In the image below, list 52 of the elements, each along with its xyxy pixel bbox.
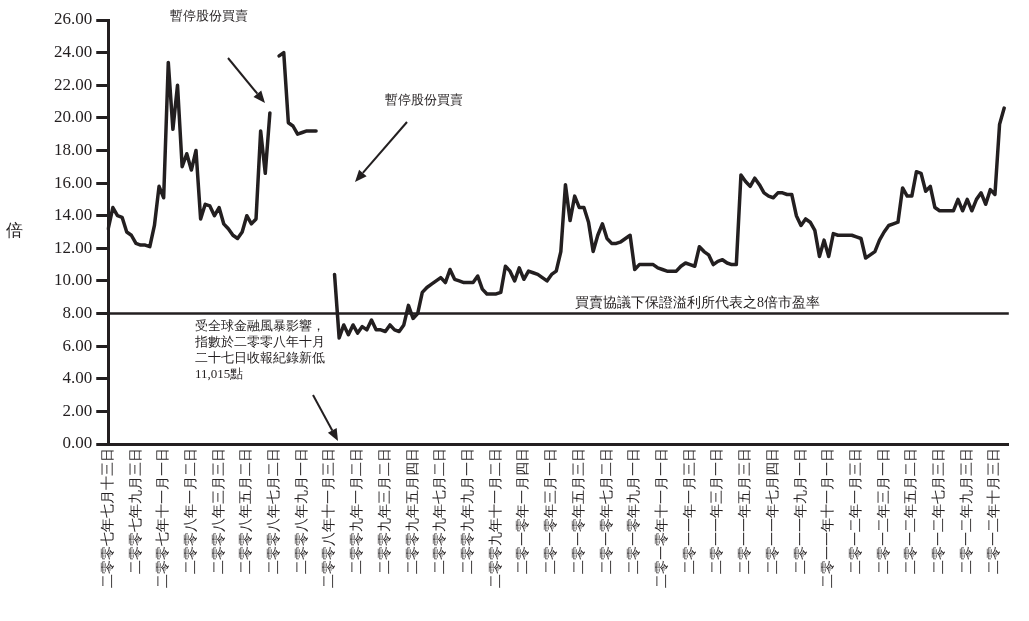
x-tick-label: 二零一零年七月二日 [598, 448, 614, 574]
y-tick-label: 12.00 [54, 237, 93, 257]
x-tick-label: 二零一二年十月三日 [986, 448, 1002, 574]
ref-line-label: 買賣協議下保證溢利所代表之8倍市盈率 [575, 295, 820, 311]
x-tick-label: 二零零八年九月一日 [293, 448, 309, 574]
x-tick-label: 二零零九年十一月二日 [487, 448, 503, 588]
y-tick-label: 6.00 [62, 335, 93, 355]
x-tick-label: 二零零七年九月三日 [127, 448, 143, 574]
y-tick-label: 4.00 [62, 368, 93, 388]
x-tick-label: 二零一零年一月四日 [515, 448, 531, 574]
x-tick-label: 二零零七年十一月一日 [155, 448, 171, 588]
y-tick-label: 0.00 [62, 433, 93, 453]
x-tick-label: 二零零八年十一月三日 [321, 448, 337, 588]
x-tick-label: 二零一一年五月三日 [737, 448, 753, 574]
y-tick-label: 20.00 [54, 107, 93, 127]
x-tick-label: 二零一零年十一月一日 [653, 448, 669, 588]
y-tick-label: 2.00 [62, 400, 93, 420]
x-tick-label: 二零一零年五月三日 [570, 448, 586, 574]
annotation: 受全球金融風暴影響，指數於二零零八年十月二十七日收報紀錄新低11,015點 [194, 317, 325, 381]
y-tick-label: 16.00 [54, 172, 93, 192]
x-tick-label: 二零零九年一月二日 [349, 448, 365, 574]
y-tick-label: 14.00 [54, 205, 93, 225]
x-tick-label: 二零零七年七月十三日 [99, 448, 115, 588]
x-tick-label: 二零一一年三月一日 [709, 448, 725, 574]
x-tick-label: 二零一一年七月四日 [764, 448, 780, 574]
x-tick-label: 二零零八年七月二日 [266, 448, 282, 574]
x-tick-label: 二零一二年五月二日 [903, 448, 919, 574]
x-tick-label: 二零一二年一月三日 [847, 448, 863, 574]
x-tick-label: 二零一零年三月一日 [543, 448, 559, 574]
x-tick-label: 二零零九年三月二日 [376, 448, 392, 574]
x-tick-label: 二零零九年九月一日 [460, 448, 476, 574]
y-axis-title: 倍 [5, 221, 23, 241]
y-tick-label: 10.00 [54, 270, 93, 290]
x-tick-label: 二零零八年一月二日 [182, 448, 198, 574]
annotation: 暫停股份買賣 [385, 91, 463, 107]
y-tick-label: 8.00 [62, 303, 93, 323]
annotation: 暫停股份買賣 [170, 7, 248, 23]
x-tick-label: 二零一一年一月三日 [681, 448, 697, 574]
x-tick-label: 二零一二年九月三日 [958, 448, 974, 574]
y-tick-label: 18.00 [54, 139, 93, 159]
y-tick-label: 22.00 [54, 74, 93, 94]
x-tick-label: 二零一零年九月一日 [626, 448, 642, 574]
y-tick-label: 24.00 [54, 42, 93, 62]
x-tick-label: 二零一一年九月一日 [792, 448, 808, 574]
x-tick-label: 二零一一年十一月一日 [820, 448, 836, 588]
x-tick-label: 二零零八年三月三日 [210, 448, 226, 574]
x-tick-label: 二零一二年三月一日 [875, 448, 891, 574]
y-tick-label: 26.00 [54, 9, 93, 29]
x-tick-label: 二零零九年五月四日 [404, 448, 420, 574]
x-tick-label: 二零零九年七月二日 [432, 448, 448, 574]
x-tick-label: 二零一二年七月三日 [931, 448, 947, 574]
x-tick-label: 二零零八年五月二日 [238, 448, 254, 574]
